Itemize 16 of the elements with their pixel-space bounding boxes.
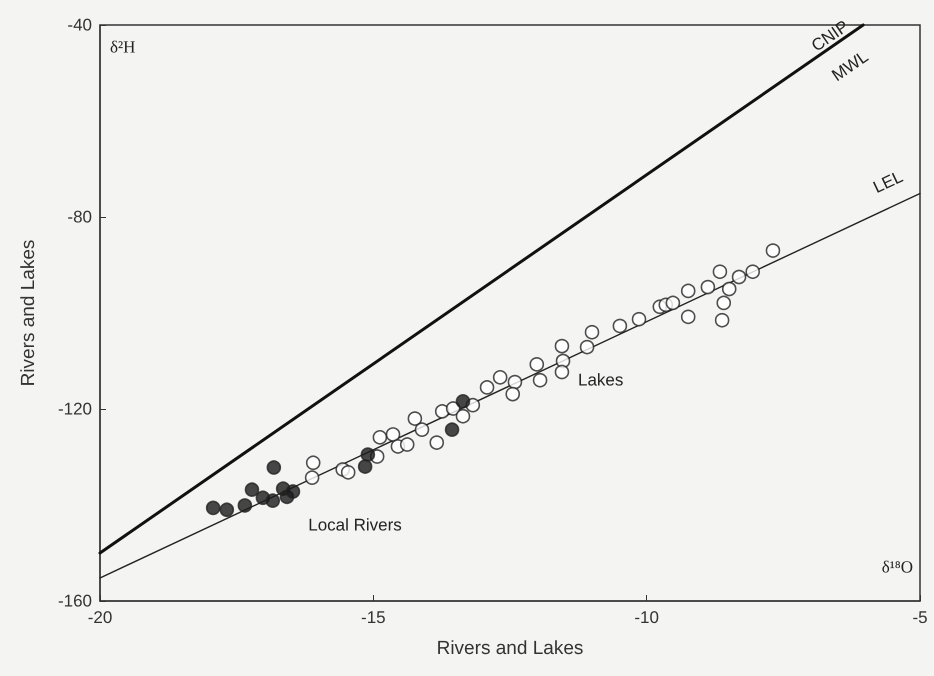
annotation: Local Rivers [308,516,402,534]
annotation: LEL [870,166,906,198]
y-tick-label: -120 [58,400,92,418]
annotation: δ²H [110,38,136,56]
y-tick-label: -80 [67,208,92,226]
annotation: Lakes [578,370,624,390]
x-tick-label: -10 [634,608,659,627]
x-axis-title: Rivers and Lakes [436,638,584,659]
y-tick-label: -160 [58,592,92,610]
annotation: δ¹⁸O [882,558,913,576]
annotation: MWL [828,46,872,86]
y-axis-title: Rivers and Lakes [18,240,39,386]
y-tick-label: -40 [67,16,92,34]
x-tick-label: -15 [361,608,386,627]
x-tick-label: -5 [912,608,928,627]
x-tick-label: -20 [88,608,112,627]
